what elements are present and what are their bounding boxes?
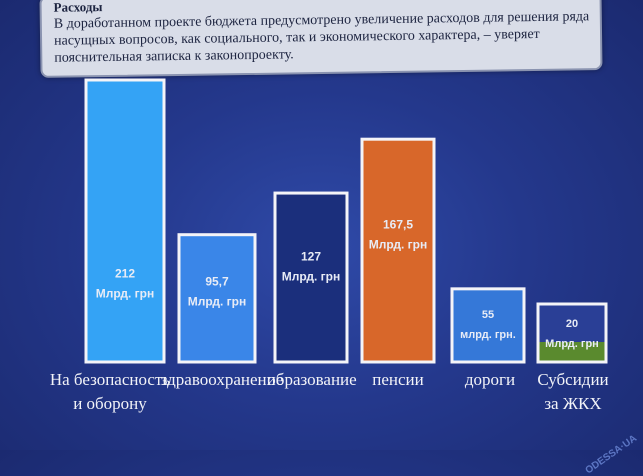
- category-label-2: образование: [267, 370, 356, 389]
- value-label-4: 55: [482, 309, 494, 321]
- bar-chart: 212 Млрд. грн 95,7 Млрд. грн 127 Млрд. грн 167…: [50, 78, 609, 413]
- bar-4: [450, 287, 526, 364]
- category-label-1: здравоохранение: [161, 370, 284, 389]
- value-label-3: 167,5: [383, 217, 413, 231]
- value-label-5: 20: [566, 318, 578, 330]
- category-label-4: дороги: [465, 370, 515, 389]
- unit-label-1: Млрд. грн: [188, 295, 247, 309]
- value-label-0: 212: [115, 266, 135, 280]
- bar-1: [177, 233, 257, 364]
- bar-0: [84, 78, 166, 364]
- value-label-1: 95,7: [205, 275, 229, 289]
- category-label-0: На безопасность и оборону: [50, 370, 171, 413]
- bar-5-ground-strip: [539, 342, 605, 361]
- unit-label-0: Млрд. грн: [96, 286, 155, 300]
- value-label-2: 127: [301, 250, 321, 264]
- category-label-3: пенсии: [372, 370, 423, 389]
- bar-2: [273, 191, 349, 364]
- bar-3: [360, 137, 436, 364]
- category-label-5: Субсидии за ЖКХ: [537, 370, 608, 413]
- unit-label-4: млрд. грн.: [460, 329, 516, 341]
- unit-label-3: Млрд. грн: [369, 237, 428, 251]
- unit-label-5: Млрд. грн: [545, 338, 599, 350]
- unit-label-2: Млрд. грн: [282, 270, 341, 284]
